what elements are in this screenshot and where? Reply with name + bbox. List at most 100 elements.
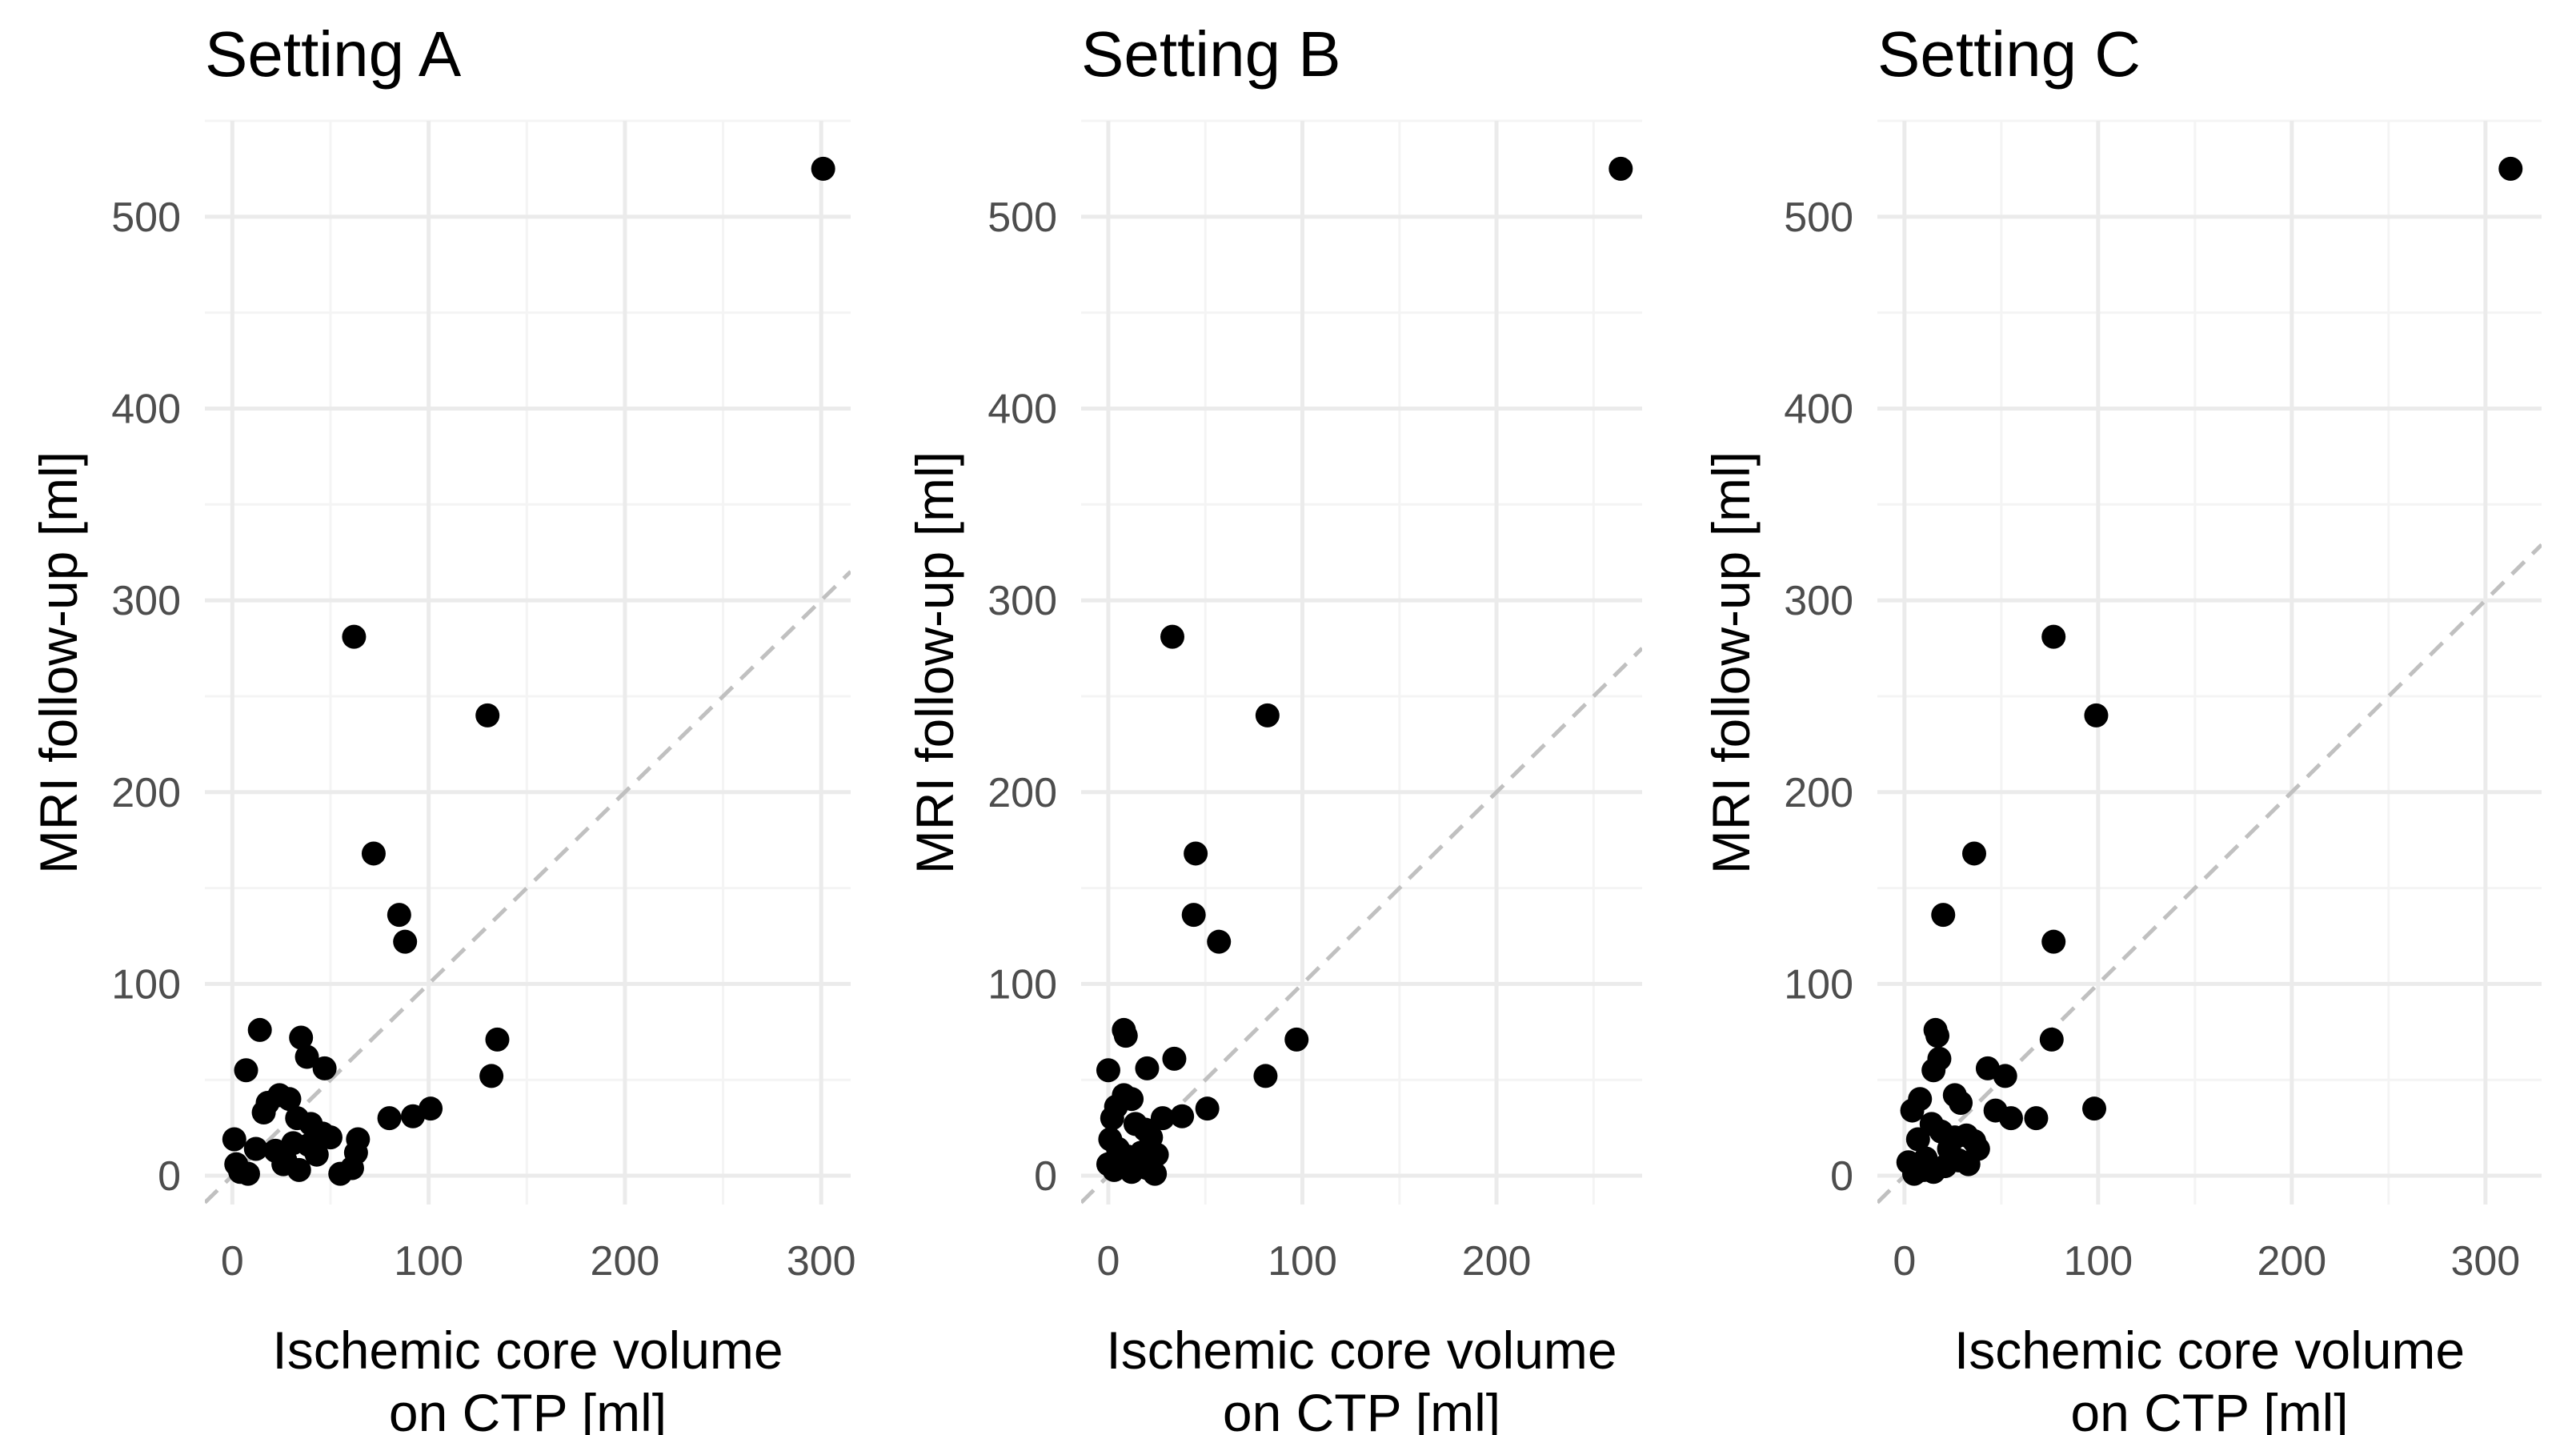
y-tick-label: 400	[988, 386, 1057, 432]
x-tick-label: 200	[591, 1238, 660, 1285]
data-point	[1921, 1058, 1946, 1083]
data-point	[234, 1058, 258, 1083]
panel-3: 0 100 200 300 0 100 200 300 400 500 Setting C Ische…	[1701, 18, 2542, 1435]
data-point	[1181, 903, 1206, 928]
x-tick-label: 0	[1096, 1238, 1120, 1285]
data-point	[1100, 1106, 1124, 1131]
panel-1: 0 100 200 300 0 100 200 300 400 500 Setting A Ische…	[29, 18, 856, 1435]
data-point	[2039, 1027, 2064, 1052]
data-point	[2082, 1096, 2107, 1121]
y-tick-label: 500	[111, 194, 181, 241]
panel-title: Setting B	[1081, 18, 1341, 90]
data-point	[2498, 156, 2523, 181]
data-point	[1949, 1090, 1973, 1115]
y-tick-label: 0	[158, 1153, 181, 1200]
y-tick-label: 200	[988, 770, 1057, 816]
data-point	[1253, 1064, 1278, 1088]
x-axis-title: on CTP [ml]	[2070, 1383, 2348, 1435]
data-point	[318, 1125, 343, 1150]
x-tick-label: 300	[787, 1238, 856, 1285]
data-point	[1993, 1064, 2017, 1088]
data-point	[243, 1136, 268, 1161]
data-point	[346, 1127, 371, 1152]
x-tick-label: 100	[2063, 1238, 2133, 1285]
data-point	[1170, 1104, 1195, 1128]
data-point	[1983, 1098, 2008, 1123]
data-point	[2084, 703, 2109, 728]
data-point	[485, 1027, 510, 1052]
x-tick-label: 0	[1893, 1238, 1916, 1285]
panel-2: 0 100 200 0 100 200 300 400 500 Setting B Ischemic…	[905, 18, 1642, 1435]
data-point	[1109, 1148, 1134, 1172]
x-axis-title: on CTP [ml]	[389, 1383, 667, 1435]
x-axis-title: Ischemic core volume	[1106, 1321, 1617, 1380]
panel-title: Setting A	[205, 18, 462, 90]
y-tick-label: 300	[988, 578, 1057, 624]
x-tick-label: 100	[394, 1238, 463, 1285]
data-point	[271, 1152, 296, 1176]
data-point	[312, 1056, 337, 1080]
data-point	[1135, 1056, 1160, 1080]
identity-reference-line	[1877, 543, 2542, 1205]
x-tick-label: 100	[1268, 1238, 1337, 1285]
data-point	[1207, 929, 1232, 954]
y-tick-label: 500	[988, 194, 1057, 241]
y-tick-label: 400	[111, 386, 181, 432]
data-point	[251, 1100, 276, 1124]
data-point	[1113, 1024, 1138, 1048]
data-point	[1942, 1125, 1967, 1150]
data-point	[289, 1025, 314, 1050]
identity-reference-line	[205, 570, 851, 1205]
data-point	[1905, 1127, 1930, 1152]
y-axis-title: MRI follow-up [ml]	[905, 451, 964, 874]
y-axis-title: MRI follow-up [ml]	[29, 451, 88, 874]
data-point	[475, 703, 500, 728]
data-point	[304, 1142, 329, 1167]
data-point	[277, 1087, 302, 1112]
x-axis-title: on CTP [ml]	[1223, 1383, 1500, 1435]
data-point	[811, 156, 835, 181]
y-tick-label: 100	[111, 961, 181, 1008]
y-tick-label: 100	[1784, 961, 1853, 1008]
data-point	[1900, 1098, 1925, 1123]
data-point	[479, 1064, 504, 1088]
data-point	[342, 624, 367, 649]
y-tick-label: 0	[1830, 1153, 1853, 1200]
data-point	[235, 1161, 260, 1186]
data-point	[222, 1127, 246, 1152]
data-point	[1096, 1058, 1120, 1083]
data-point	[294, 1044, 319, 1069]
x-tick-label: 200	[2257, 1238, 2326, 1285]
y-tick-label: 500	[1784, 194, 1853, 241]
x-axis-title: Ischemic core volume	[1954, 1321, 2465, 1380]
data-point	[1608, 156, 1633, 181]
y-tick-label: 200	[1784, 770, 1853, 816]
y-tick-label: 0	[1034, 1153, 1057, 1200]
data-point	[1956, 1152, 1981, 1176]
panel-title: Setting C	[1877, 18, 2141, 90]
y-tick-label: 300	[1784, 578, 1853, 624]
y-tick-label: 100	[988, 961, 1057, 1008]
y-tick-label: 300	[111, 578, 181, 624]
data-point	[2041, 929, 2066, 954]
data-point	[387, 903, 411, 928]
data-point	[1931, 903, 1956, 928]
y-tick-label: 200	[111, 770, 181, 816]
data-point	[2024, 1106, 2049, 1131]
data-point	[361, 841, 386, 866]
x-axis-title: Ischemic core volume	[272, 1321, 783, 1380]
y-axis-title: MRI follow-up [ml]	[1701, 451, 1761, 874]
data-point	[1143, 1161, 1168, 1186]
x-tick-label: 300	[2450, 1238, 2520, 1285]
data-point	[2041, 624, 2066, 649]
data-point	[1925, 1024, 1950, 1048]
data-point	[247, 1017, 272, 1042]
x-tick-label: 0	[221, 1238, 244, 1285]
data-point	[377, 1106, 402, 1131]
data-point	[1255, 703, 1280, 728]
data-point	[393, 929, 418, 954]
data-point	[1961, 841, 1986, 866]
data-point	[1195, 1096, 1220, 1121]
data-point	[1162, 1046, 1187, 1071]
